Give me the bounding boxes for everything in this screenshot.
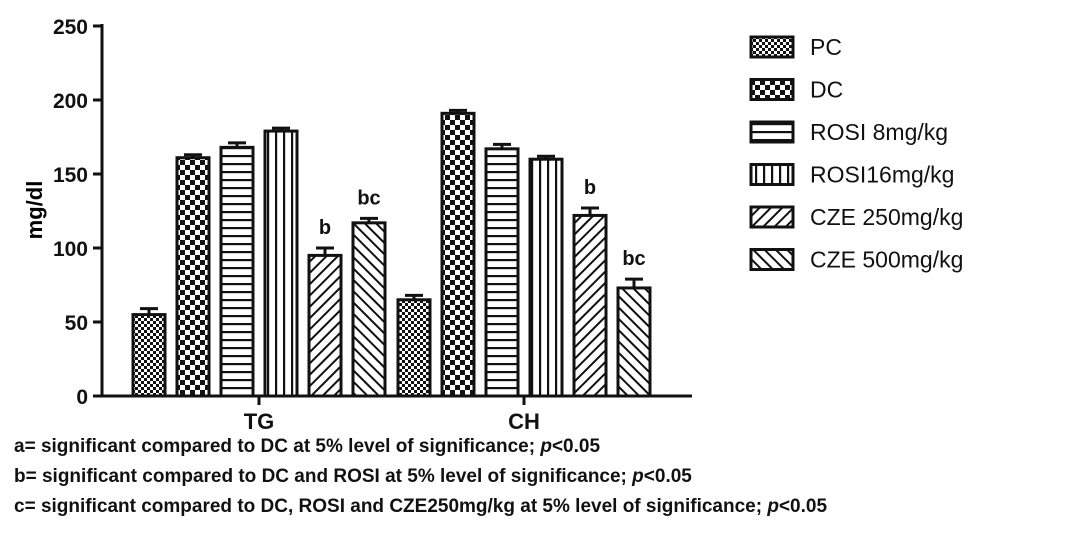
bar-tg-1 bbox=[175, 153, 211, 398]
significance-label: bc bbox=[357, 187, 380, 209]
x-tick-label: CH bbox=[508, 409, 540, 430]
bar bbox=[572, 213, 608, 398]
footnote-b: b= significant compared to DC and ROSI a… bbox=[14, 462, 1069, 492]
footnote-suffix: <0.05 bbox=[643, 466, 692, 487]
legend-label: ROSI16mg/kg bbox=[810, 162, 954, 188]
legend-item: ROSI16mg/kg bbox=[749, 162, 954, 188]
footnote-p: p bbox=[632, 466, 644, 487]
legend-swatch bbox=[749, 163, 795, 186]
bar-ch-0 bbox=[396, 293, 432, 398]
significance-label: b bbox=[319, 217, 331, 239]
bar-ch-5: bc bbox=[616, 248, 652, 398]
significance-label: b bbox=[584, 177, 596, 199]
y-tick-label: 150 bbox=[53, 164, 88, 187]
legend-label: ROSI 8mg/kg bbox=[810, 119, 948, 145]
footnotes: a= significant compared to DC at 5% leve… bbox=[14, 432, 1069, 522]
bar bbox=[175, 156, 211, 398]
footnote-text: b= significant compared to DC and ROSI a… bbox=[14, 466, 633, 487]
bar-ch-4: b bbox=[572, 177, 608, 398]
legend-item: PC bbox=[749, 34, 842, 60]
bar bbox=[396, 298, 432, 398]
footnote-text: c= significant compared to DC, ROSI and … bbox=[14, 496, 768, 517]
bar bbox=[219, 145, 255, 398]
significance-label: bc bbox=[622, 248, 645, 270]
bar-tg-0 bbox=[131, 307, 167, 398]
footnote-p: p bbox=[540, 436, 552, 457]
y-tick-label: 250 bbox=[53, 16, 88, 39]
x-axis: TG CH bbox=[100, 394, 692, 430]
y-tick-label: 0 bbox=[76, 386, 88, 409]
legend-swatch bbox=[749, 78, 795, 101]
bar bbox=[484, 147, 520, 398]
footnote-a: a= significant compared to DC at 5% leve… bbox=[14, 432, 1069, 462]
legend-swatch bbox=[749, 205, 795, 229]
bar bbox=[263, 129, 299, 398]
footnote-suffix: <0.05 bbox=[778, 496, 828, 517]
footnote-text: a= significant compared to DC at 5% leve… bbox=[14, 436, 541, 457]
legend-label: DC bbox=[810, 77, 843, 103]
y-tick-label: 200 bbox=[53, 90, 88, 113]
footnote-c: c= significant compared to DC, ROSI and … bbox=[14, 492, 1069, 522]
legend-swatch bbox=[749, 35, 795, 59]
bar bbox=[528, 157, 564, 398]
legend-swatch bbox=[749, 248, 795, 271]
bar-tg-2 bbox=[219, 141, 255, 398]
bar-ch-2 bbox=[484, 142, 520, 398]
legend-label: CZE 500mg/kg bbox=[810, 247, 963, 273]
bar bbox=[307, 253, 343, 398]
legend-item: CZE 250mg/kg bbox=[749, 204, 963, 230]
bar bbox=[616, 286, 652, 398]
bar-chart: 0 50 100 150 200 250 TG CH b bc b bc PC DC ROSI 8mg… bbox=[22, 16, 963, 430]
y-axis: 0 50 100 150 200 250 bbox=[53, 16, 104, 409]
y-tick-label: 50 bbox=[65, 312, 88, 335]
bars-group: b bc b bc bbox=[131, 108, 652, 398]
bar-ch-3 bbox=[528, 154, 564, 398]
legend-swatch bbox=[749, 120, 795, 144]
y-tick-label: 100 bbox=[53, 238, 88, 261]
legend-label: CZE 250mg/kg bbox=[810, 204, 963, 230]
x-tick-label: TG bbox=[244, 409, 275, 430]
bar-tg-3 bbox=[263, 126, 299, 398]
legend-item: ROSI 8mg/kg bbox=[749, 119, 948, 145]
footnote-suffix: <0.05 bbox=[551, 436, 601, 457]
legend-label: PC bbox=[810, 34, 842, 60]
bar-tg-4: b bbox=[307, 217, 343, 398]
bar bbox=[351, 221, 387, 398]
legend-item: DC bbox=[749, 77, 843, 103]
bar-tg-5: bc bbox=[351, 187, 387, 398]
bar bbox=[440, 111, 476, 398]
bar-ch-1 bbox=[440, 108, 476, 398]
footnote-p: p bbox=[767, 496, 779, 517]
legend-item: CZE 500mg/kg bbox=[749, 247, 963, 273]
bar bbox=[131, 313, 167, 398]
y-axis-label: mg/dl bbox=[22, 181, 47, 240]
legend: PC DC ROSI 8mg/kg ROSI16mg/kg CZE 250mg/kg CZ… bbox=[749, 34, 963, 273]
